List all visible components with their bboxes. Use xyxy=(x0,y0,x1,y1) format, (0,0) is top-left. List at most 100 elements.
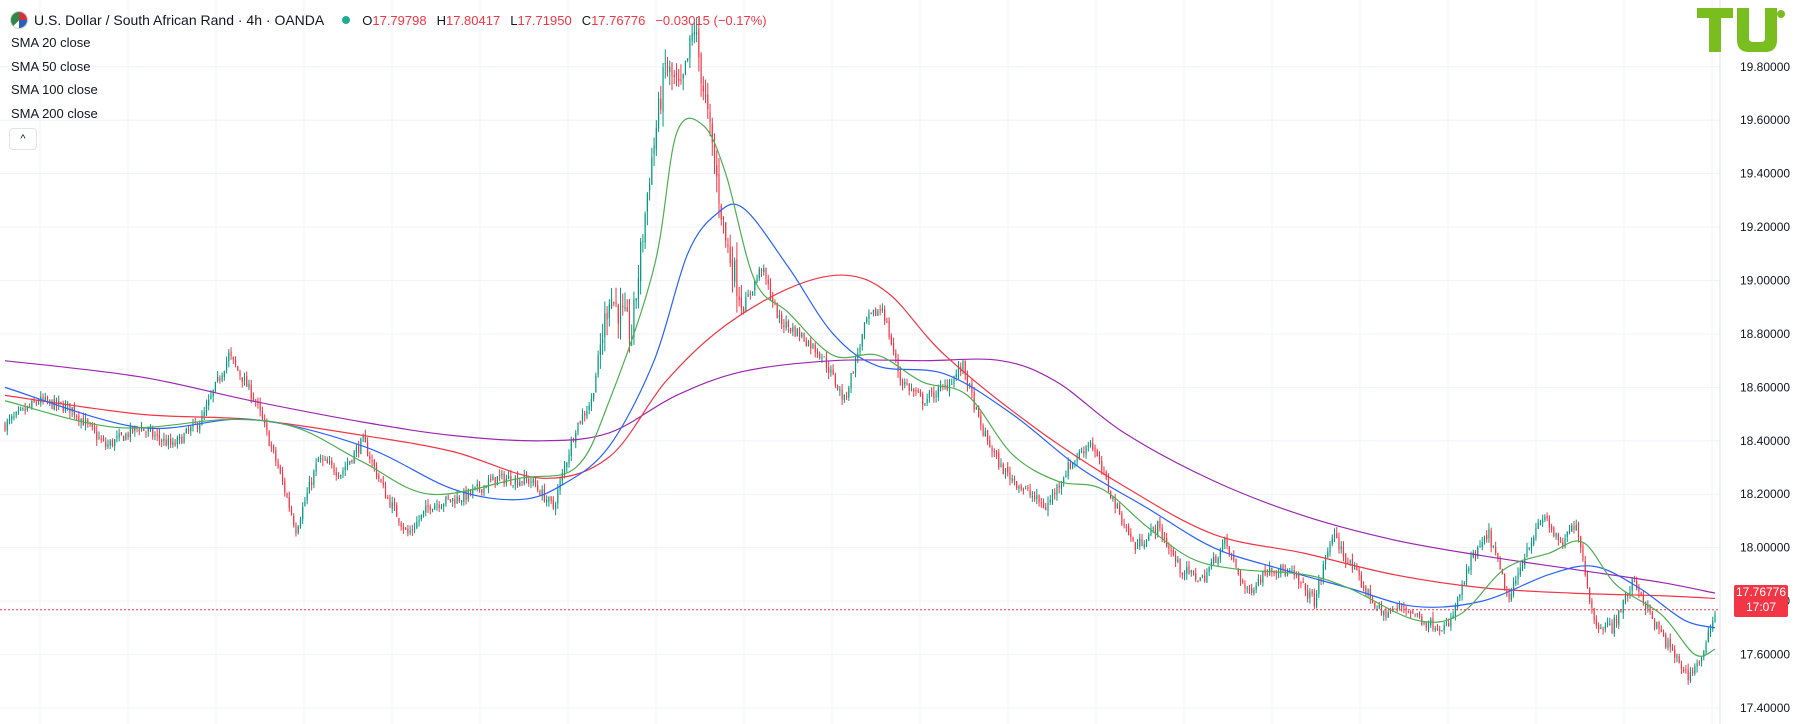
candle xyxy=(1651,610,1653,620)
candle xyxy=(1615,614,1618,628)
candle xyxy=(604,301,606,352)
candle xyxy=(1439,625,1441,636)
candle xyxy=(1680,660,1683,674)
candle xyxy=(1425,621,1427,631)
candle xyxy=(890,333,892,346)
candle xyxy=(1443,621,1445,635)
candle xyxy=(839,385,841,396)
candle xyxy=(400,521,402,531)
candle xyxy=(792,322,794,337)
candle xyxy=(783,319,785,334)
candle xyxy=(756,274,758,284)
candle xyxy=(653,137,655,167)
candle xyxy=(852,371,854,374)
candle xyxy=(1495,541,1497,556)
candle xyxy=(1264,564,1266,577)
candle xyxy=(859,343,861,357)
symbol-title: U.S. Dollar / South African Rand · 4h · … xyxy=(34,12,325,28)
candle xyxy=(1206,568,1208,583)
candle xyxy=(4,421,6,432)
candle xyxy=(935,390,937,403)
candle xyxy=(185,427,187,434)
candle xyxy=(1210,558,1213,570)
candle xyxy=(1345,552,1347,569)
candle xyxy=(590,393,593,412)
indicator-sma-50[interactable]: SMA 50 close xyxy=(11,59,91,74)
candle xyxy=(1474,550,1477,562)
candle xyxy=(1025,485,1027,490)
candle xyxy=(644,211,646,250)
candle xyxy=(1676,653,1678,663)
symbol-legend[interactable]: U.S. Dollar / South African Rand · 4h · … xyxy=(10,10,767,30)
candle xyxy=(1244,580,1246,594)
candle xyxy=(1479,540,1481,548)
candle xyxy=(1618,609,1620,629)
indicator-sma-20[interactable]: SMA 20 close xyxy=(11,35,91,50)
candle xyxy=(1324,554,1327,570)
candle xyxy=(13,411,15,421)
candle xyxy=(1421,613,1423,627)
candle xyxy=(1546,512,1548,522)
candle xyxy=(82,412,84,426)
candle xyxy=(760,267,763,278)
candle xyxy=(337,472,340,479)
tradingview-logo-icon xyxy=(1697,8,1785,52)
candle xyxy=(411,524,413,536)
candle xyxy=(418,515,420,527)
collapse-legend-button[interactable]: ^ xyxy=(9,128,37,150)
candle xyxy=(655,120,657,157)
candle xyxy=(1307,584,1309,603)
candle xyxy=(170,433,172,449)
candle xyxy=(1537,518,1539,530)
candle xyxy=(391,496,393,514)
candle xyxy=(1394,608,1396,610)
candle xyxy=(1360,571,1362,589)
indicator-sma-200[interactable]: SMA 200 close xyxy=(11,106,98,121)
candle xyxy=(1268,561,1271,576)
candle xyxy=(288,491,290,512)
candle xyxy=(830,365,832,377)
candle xyxy=(552,496,554,510)
candle xyxy=(308,475,310,494)
candle xyxy=(973,386,975,413)
candle xyxy=(1358,567,1360,581)
candle xyxy=(1262,570,1264,587)
candle xyxy=(1606,617,1609,628)
candle xyxy=(1598,622,1600,633)
candle xyxy=(870,312,872,315)
candle xyxy=(1257,574,1260,587)
candle xyxy=(1201,574,1204,579)
candle xyxy=(1457,596,1459,611)
candle xyxy=(1508,588,1510,603)
candle xyxy=(664,49,666,79)
candle xyxy=(246,371,248,387)
candle xyxy=(465,486,467,505)
candle xyxy=(1329,540,1331,557)
candle xyxy=(1539,519,1542,526)
candle xyxy=(1477,545,1479,560)
candle xyxy=(991,445,993,458)
candle xyxy=(1604,622,1606,633)
candle xyxy=(1347,557,1349,565)
candle xyxy=(1327,547,1329,558)
candle xyxy=(492,473,494,481)
candle xyxy=(1416,612,1418,618)
candle xyxy=(46,395,49,405)
indicator-sma-100[interactable]: SMA 100 close xyxy=(11,82,98,97)
candle xyxy=(1031,490,1033,502)
candle xyxy=(384,481,387,499)
candle xyxy=(1002,462,1004,475)
candle xyxy=(555,501,557,516)
candle xyxy=(926,393,928,406)
candle xyxy=(917,388,919,394)
candle xyxy=(1248,584,1251,594)
candle xyxy=(187,424,190,435)
candle xyxy=(720,203,722,226)
candle xyxy=(901,378,904,391)
candle xyxy=(532,477,534,487)
candle xyxy=(499,469,501,482)
candle xyxy=(823,356,825,358)
candle xyxy=(673,69,675,85)
candle xyxy=(1092,437,1094,452)
